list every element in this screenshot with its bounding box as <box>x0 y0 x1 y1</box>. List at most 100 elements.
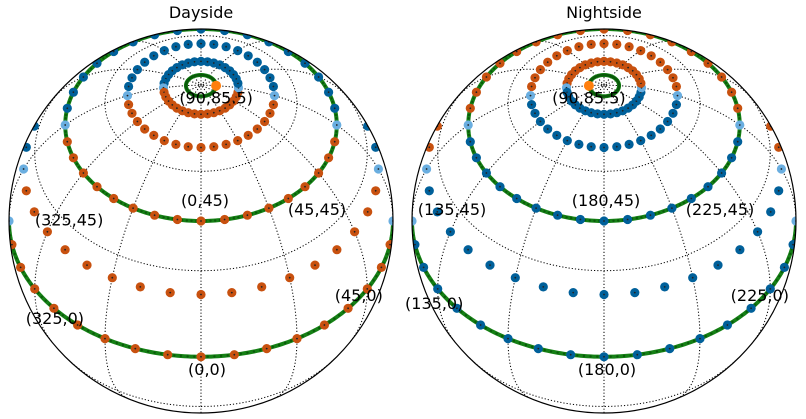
green-marker <box>92 332 95 335</box>
sample-point-center <box>224 107 227 109</box>
sample-point-center <box>176 218 179 221</box>
sample-point-center <box>223 218 226 221</box>
sample-point-center <box>224 66 227 69</box>
sample-point <box>196 29 206 34</box>
sample-point-center <box>535 207 537 210</box>
sample-point-center <box>377 168 380 170</box>
highlight-point <box>583 80 594 91</box>
green-marker <box>787 257 790 260</box>
sample-point-center <box>288 276 291 279</box>
green-marker <box>508 192 511 196</box>
green-marker <box>284 341 287 345</box>
coordinate-label: (135,45) <box>418 200 486 219</box>
green-marker <box>359 295 362 299</box>
green-marker <box>355 299 358 302</box>
green-marker <box>167 216 170 220</box>
green-marker <box>712 180 715 183</box>
green-latitude-line <box>9 220 393 359</box>
green-marker <box>460 310 463 313</box>
sample-point-center <box>263 120 266 123</box>
green-marker <box>301 334 304 338</box>
coordinate-label: (225,0) <box>731 286 789 305</box>
sample-point-center <box>690 50 693 53</box>
sample-point-center <box>590 145 593 148</box>
sample-point-center <box>603 220 605 222</box>
sample-point-center <box>603 355 605 358</box>
green-marker <box>372 279 375 282</box>
highlight-point <box>211 80 222 91</box>
sample-point-center <box>717 264 719 266</box>
sample-point-center <box>627 66 629 69</box>
sample-point-center <box>317 76 320 78</box>
green-marker <box>505 190 508 193</box>
sample-point-center <box>579 218 582 221</box>
green-marker <box>279 201 282 204</box>
sample-point-center <box>143 61 146 64</box>
green-marker <box>478 162 482 166</box>
green-marker <box>48 303 51 306</box>
green-marker <box>259 210 262 213</box>
sample-point-center <box>247 54 250 57</box>
sample-point-center <box>720 76 723 78</box>
sample-point-center <box>152 54 155 57</box>
coordinate-label: (180,0) <box>578 360 636 379</box>
green-marker <box>469 317 472 320</box>
sample-point-center <box>200 113 202 116</box>
sample-point-center <box>720 172 723 174</box>
green-marker <box>518 341 521 345</box>
green-marker <box>736 317 739 320</box>
green-marker <box>501 334 504 338</box>
green-marker <box>549 350 553 353</box>
green-marker <box>745 310 748 313</box>
sample-point-center <box>366 288 369 290</box>
green-marker <box>193 355 196 358</box>
sample-point-center <box>514 276 517 279</box>
green-marker <box>69 97 72 100</box>
green-marker <box>68 147 71 150</box>
green-marker <box>75 84 79 88</box>
green-marker <box>589 355 592 358</box>
sample-point-center <box>609 60 612 63</box>
green-marker <box>275 203 279 206</box>
green-marker <box>508 54 511 58</box>
green-marker <box>674 345 678 349</box>
sample-point-center <box>136 68 139 71</box>
sample-point-center <box>206 60 209 63</box>
green-marker <box>474 320 477 324</box>
green-marker <box>726 84 730 88</box>
coordinate-label: (325,45) <box>35 211 103 230</box>
green-marker <box>179 354 183 358</box>
green-marker <box>277 343 281 347</box>
sample-point-center <box>449 230 452 233</box>
sample-point-center <box>631 104 634 106</box>
globe-outline <box>8 28 394 414</box>
green-marker <box>692 339 696 343</box>
green-marker <box>86 329 90 332</box>
sample-point-center <box>690 197 693 200</box>
green-marker <box>629 354 632 357</box>
sample-point-center <box>175 143 177 146</box>
green-marker <box>427 275 430 278</box>
green-marker <box>68 100 71 104</box>
sample-point <box>9 216 14 226</box>
sample-point-center <box>206 113 209 115</box>
sample-point-center <box>636 353 639 356</box>
grid-parallel <box>437 87 771 272</box>
green-marker <box>472 97 475 100</box>
green-marker <box>297 190 300 193</box>
sample-point-center <box>233 353 236 356</box>
sample-point-center <box>200 293 202 296</box>
sample-point-center <box>691 276 694 279</box>
green-marker <box>77 81 81 85</box>
sample-point-center <box>127 85 130 88</box>
sample-point-center <box>82 76 85 78</box>
sample-point-center <box>584 109 587 112</box>
green-marker <box>90 67 93 70</box>
green-marker <box>307 332 310 335</box>
sample-point-center <box>139 286 142 288</box>
sample-point-center <box>736 140 739 143</box>
green-marker <box>724 81 728 85</box>
sample-point-center <box>750 307 752 310</box>
green-marker <box>64 113 68 117</box>
